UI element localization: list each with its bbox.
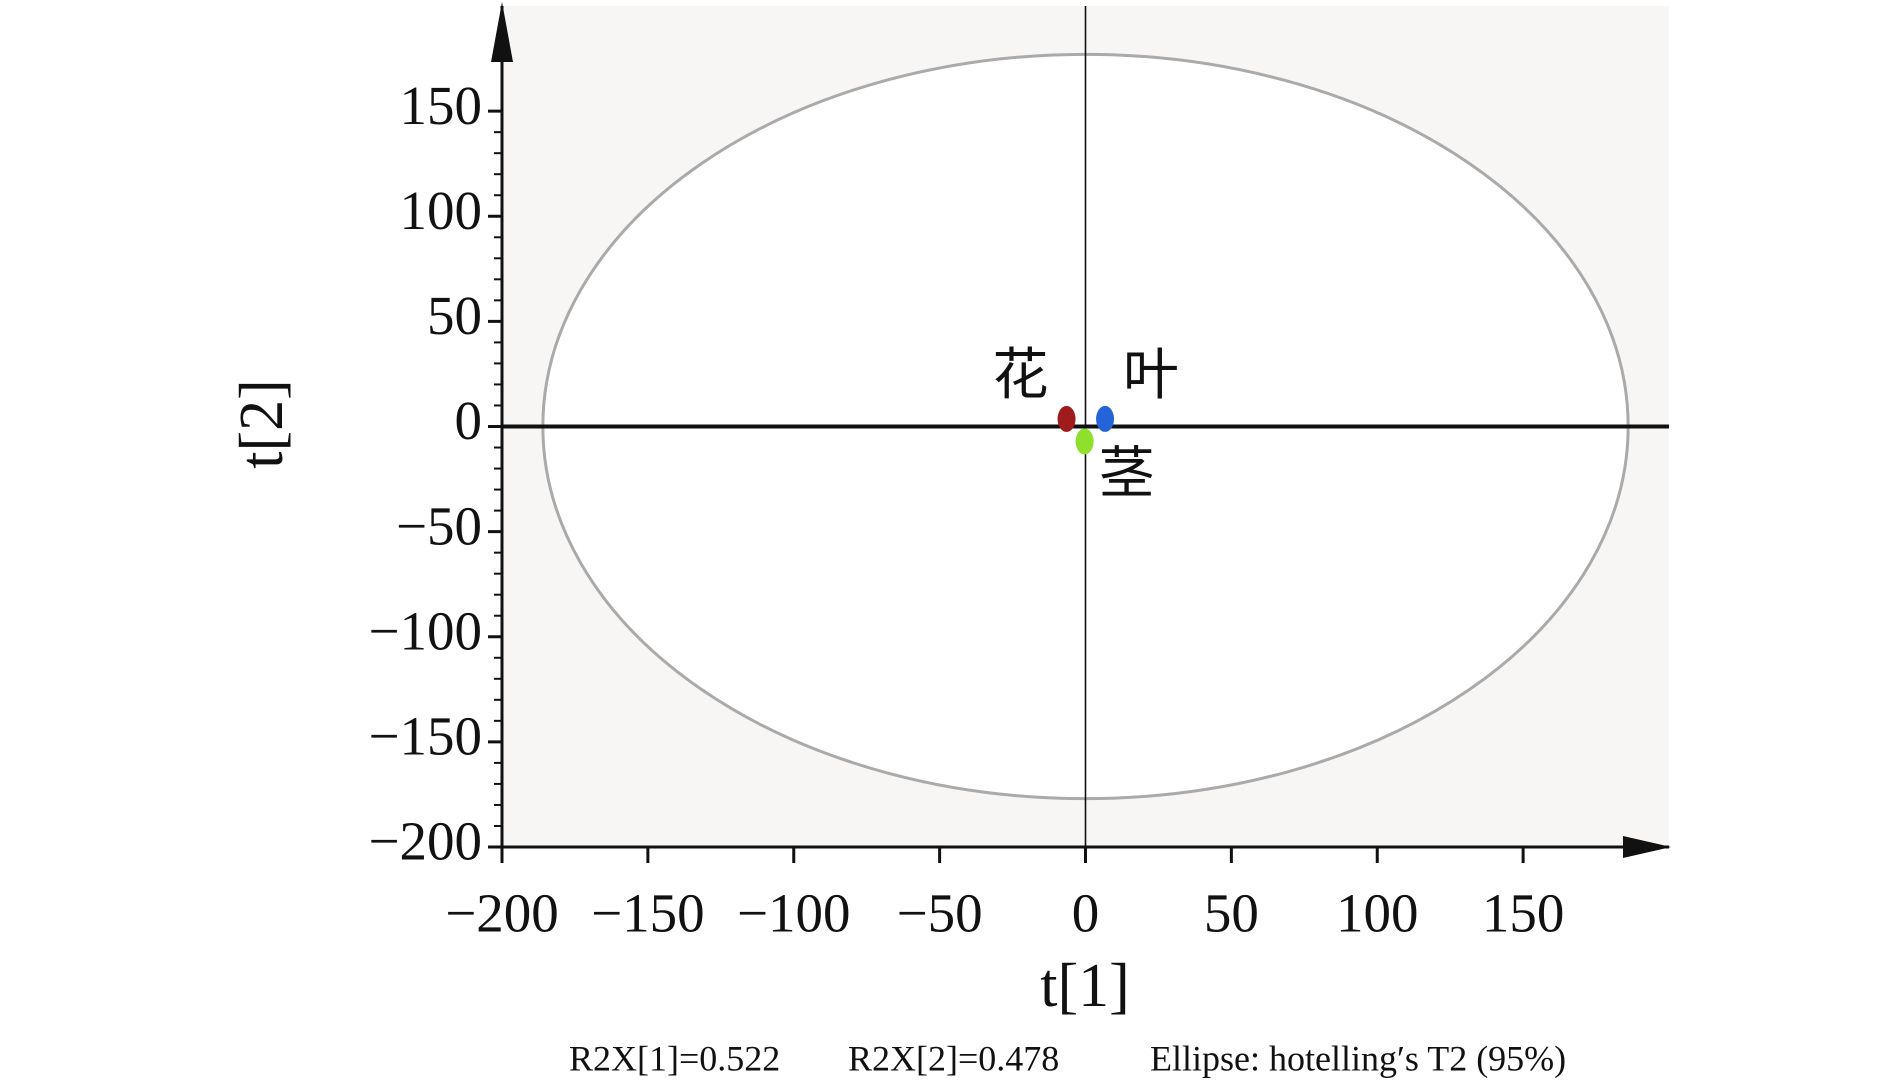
y-axis-arrow: [491, 2, 513, 62]
point: [1057, 405, 1076, 432]
y-tick-label: 150: [400, 75, 483, 136]
point: [1075, 428, 1094, 455]
y-tick-label: −150: [368, 706, 482, 767]
y-tick-label: −50: [396, 495, 482, 556]
y-tick-label: −100: [368, 600, 482, 661]
x-tick-label: −200: [445, 883, 559, 944]
point-label: 叶: [1123, 345, 1179, 407]
x-tick-label: −50: [897, 883, 983, 944]
x-tick-label: 50: [1204, 883, 1259, 944]
footer-r2x2: R2X[2]=0.478: [848, 1038, 1059, 1078]
x-tick-label: 150: [1482, 883, 1565, 944]
y-tick-label: 0: [455, 390, 483, 451]
footer-r2x1: R2X[1]=0.522: [569, 1038, 780, 1078]
x-axis-arrow: [1623, 836, 1671, 858]
y-tick-label: 50: [427, 285, 482, 346]
x-tick-label: −100: [737, 883, 851, 944]
y-tick-label: 100: [400, 180, 483, 241]
point: [1096, 405, 1115, 432]
x-tick-label: −150: [591, 883, 705, 944]
point-label: 茎: [1099, 443, 1155, 505]
y-axis-title: t[2]: [228, 379, 296, 469]
y-tick-label: −200: [368, 811, 482, 872]
point-label: 花: [993, 345, 1049, 407]
x-axis-title: t[1]: [1040, 952, 1130, 1020]
footer-ellipse: Ellipse: hotelling′s T2 (95%): [1150, 1038, 1566, 1078]
x-tick-label: 100: [1336, 883, 1419, 944]
x-tick-label: 0: [1072, 883, 1100, 944]
